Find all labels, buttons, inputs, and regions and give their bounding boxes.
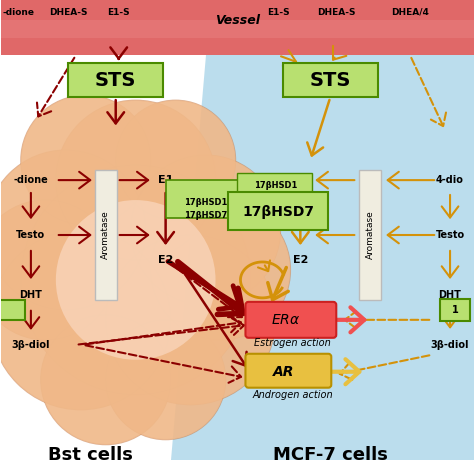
- Circle shape: [0, 230, 171, 410]
- Text: -dione: -dione: [3, 8, 35, 17]
- FancyBboxPatch shape: [0, 300, 25, 320]
- FancyBboxPatch shape: [283, 64, 378, 97]
- Text: 17βHSD7: 17βHSD7: [242, 205, 314, 219]
- Text: 17βHSD1: 17βHSD1: [184, 198, 227, 207]
- Text: DHT: DHT: [19, 290, 42, 300]
- Text: DHT: DHT: [438, 290, 462, 300]
- Circle shape: [0, 150, 146, 310]
- Circle shape: [41, 315, 171, 445]
- FancyBboxPatch shape: [1, 20, 474, 38]
- Circle shape: [56, 100, 216, 260]
- Text: 17βHSD1: 17βHSD1: [254, 181, 297, 190]
- Text: AR: AR: [273, 365, 294, 379]
- FancyBboxPatch shape: [1, 0, 474, 55]
- Text: MCF-7 cells: MCF-7 cells: [273, 446, 388, 464]
- Circle shape: [21, 165, 250, 395]
- Text: $ER\alpha$: $ER\alpha$: [271, 313, 300, 327]
- Text: Aromatase: Aromatase: [101, 210, 110, 259]
- Text: DHEA-S: DHEA-S: [317, 8, 356, 17]
- FancyBboxPatch shape: [95, 170, 117, 300]
- Text: Testo: Testo: [436, 230, 465, 240]
- Circle shape: [116, 100, 236, 220]
- Text: 17βHSD7: 17βHSD7: [184, 210, 227, 219]
- Text: Androgen action: Androgen action: [252, 390, 333, 400]
- Circle shape: [131, 155, 281, 305]
- Text: E2: E2: [292, 255, 308, 265]
- Text: Aromatase: Aromatase: [366, 210, 375, 259]
- FancyBboxPatch shape: [440, 299, 470, 321]
- Circle shape: [0, 200, 116, 340]
- FancyBboxPatch shape: [237, 173, 312, 195]
- Text: E1-S: E1-S: [108, 8, 130, 17]
- Circle shape: [106, 320, 226, 439]
- Text: 3β-diol: 3β-diol: [12, 340, 50, 350]
- Text: -dione: -dione: [14, 175, 48, 185]
- Text: 4-dio: 4-dio: [436, 175, 464, 185]
- FancyBboxPatch shape: [246, 354, 331, 388]
- Text: E1-S: E1-S: [267, 8, 290, 17]
- Circle shape: [56, 200, 216, 360]
- FancyBboxPatch shape: [68, 64, 163, 97]
- FancyBboxPatch shape: [165, 180, 246, 218]
- FancyBboxPatch shape: [246, 302, 336, 338]
- Text: Testo: Testo: [16, 230, 46, 240]
- Text: E1: E1: [158, 175, 173, 185]
- Text: DHEA-S: DHEA-S: [50, 8, 88, 17]
- Circle shape: [21, 95, 151, 225]
- Text: Estrogen action: Estrogen action: [254, 338, 331, 348]
- Text: STS: STS: [310, 71, 351, 90]
- Text: Vessel: Vessel: [215, 14, 260, 27]
- Text: E1: E1: [292, 175, 308, 185]
- Text: 3β-diol: 3β-diol: [431, 340, 469, 350]
- Text: Bst cells: Bst cells: [48, 446, 133, 464]
- Circle shape: [151, 200, 291, 340]
- Text: 1: 1: [452, 305, 458, 315]
- Text: STS: STS: [95, 71, 137, 90]
- Polygon shape: [171, 55, 474, 460]
- Circle shape: [106, 235, 275, 405]
- FancyBboxPatch shape: [359, 170, 381, 300]
- Text: DHEA/4: DHEA/4: [391, 8, 429, 17]
- FancyBboxPatch shape: [228, 192, 328, 230]
- Text: E2: E2: [158, 255, 173, 265]
